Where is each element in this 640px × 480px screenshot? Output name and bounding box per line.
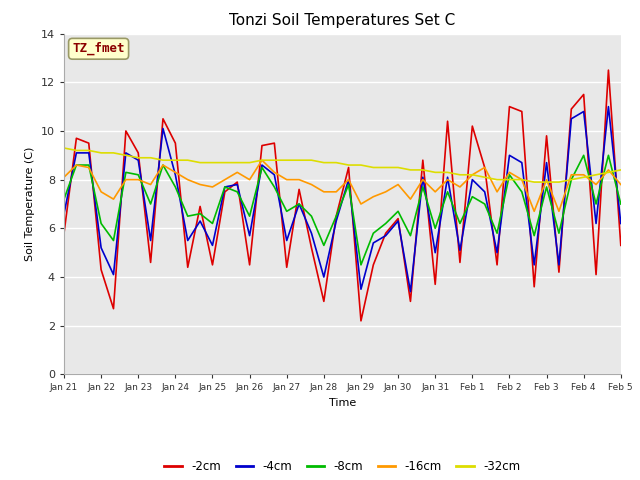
Legend: -2cm, -4cm, -8cm, -16cm, -32cm: -2cm, -4cm, -8cm, -16cm, -32cm: [160, 455, 525, 478]
X-axis label: Time: Time: [329, 398, 356, 408]
Title: Tonzi Soil Temperatures Set C: Tonzi Soil Temperatures Set C: [229, 13, 456, 28]
Text: TZ_fmet: TZ_fmet: [72, 42, 125, 55]
Y-axis label: Soil Temperature (C): Soil Temperature (C): [26, 147, 35, 261]
